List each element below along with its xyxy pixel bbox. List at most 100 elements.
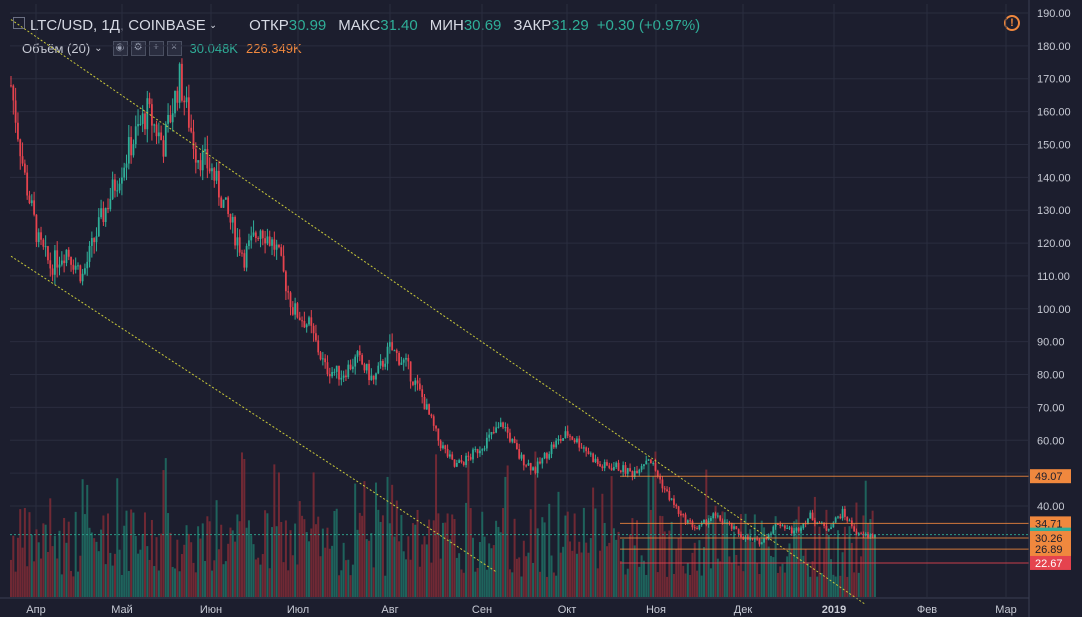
volume-bar bbox=[617, 531, 620, 597]
volume-bar bbox=[862, 515, 865, 597]
symbol-label: LTC/USD, 1Д, COINBASE bbox=[30, 16, 206, 34]
candle-body bbox=[254, 232, 257, 239]
volume-bar bbox=[656, 572, 659, 597]
volume-bar bbox=[735, 554, 738, 597]
volume-bar bbox=[282, 562, 285, 597]
candle-body bbox=[345, 375, 347, 378]
volume-bar bbox=[109, 552, 112, 597]
candle-body bbox=[12, 85, 15, 101]
volume-bar bbox=[208, 521, 211, 597]
volume-bar bbox=[472, 537, 474, 597]
candle-body bbox=[555, 440, 558, 448]
volume-bar bbox=[437, 513, 440, 597]
candle-body bbox=[557, 439, 560, 441]
volume-bar bbox=[220, 524, 223, 597]
volume-bar bbox=[321, 528, 324, 597]
candle-body bbox=[375, 373, 377, 380]
candle-body bbox=[483, 448, 486, 450]
plus-icon[interactable]: + bbox=[148, 41, 164, 56]
candle-body bbox=[30, 200, 33, 204]
volume-bar bbox=[592, 487, 595, 597]
volume-bar bbox=[790, 549, 793, 597]
volume-bar bbox=[141, 534, 144, 597]
volume-bar bbox=[816, 576, 819, 597]
candle-body bbox=[425, 404, 428, 410]
volume-bar bbox=[506, 465, 509, 597]
volume-bar bbox=[836, 530, 839, 597]
candle-body bbox=[264, 238, 266, 244]
candle-body bbox=[647, 459, 650, 461]
volume-bar bbox=[654, 451, 657, 597]
candle-body bbox=[70, 256, 72, 265]
volume-bar bbox=[257, 557, 260, 597]
volume-bar bbox=[100, 529, 103, 597]
volume-bar bbox=[201, 523, 204, 597]
candle-body bbox=[282, 255, 285, 272]
volume-bar bbox=[289, 530, 292, 597]
volume-bar bbox=[559, 552, 562, 597]
volume-bar bbox=[800, 525, 803, 597]
volume-bar bbox=[67, 521, 70, 597]
candle-body bbox=[541, 458, 544, 464]
volume-bar bbox=[317, 516, 320, 597]
warning-icon[interactable]: ! bbox=[1004, 15, 1020, 31]
volume-bar bbox=[525, 556, 528, 597]
volume-bar bbox=[813, 496, 816, 597]
candle-body bbox=[823, 522, 826, 527]
y-tick-label: 190.00 bbox=[1037, 8, 1071, 20]
volume-bar bbox=[319, 556, 322, 597]
volume-bar bbox=[326, 527, 329, 597]
volume-bar bbox=[520, 576, 523, 597]
volume-bar bbox=[16, 537, 19, 597]
volume-bar bbox=[513, 518, 516, 597]
candle-body bbox=[594, 458, 597, 462]
volume-bar bbox=[569, 541, 572, 597]
candle-body bbox=[774, 523, 777, 527]
candle-body bbox=[485, 437, 488, 449]
candle-body bbox=[802, 523, 805, 529]
volume-bar bbox=[527, 552, 530, 597]
candle-body bbox=[317, 340, 320, 353]
collapse-icon[interactable] bbox=[13, 17, 25, 29]
candle-body bbox=[502, 422, 504, 428]
candle-body bbox=[153, 124, 156, 126]
candle-body bbox=[624, 465, 627, 474]
candle-body bbox=[860, 533, 862, 535]
candle-body bbox=[51, 268, 54, 275]
volume-bar bbox=[846, 576, 849, 597]
candle-body bbox=[515, 443, 518, 450]
volume-bar bbox=[123, 525, 126, 597]
eye-icon[interactable]: ◉ bbox=[112, 41, 128, 56]
volume-bar bbox=[347, 559, 350, 597]
volume-bar bbox=[723, 512, 726, 597]
candle-body bbox=[204, 149, 206, 152]
candle-body bbox=[261, 230, 264, 239]
candle-body bbox=[354, 356, 357, 367]
candle-body bbox=[677, 506, 680, 514]
volume-bar bbox=[474, 571, 477, 597]
candle-body bbox=[749, 538, 752, 540]
close-icon[interactable]: × bbox=[166, 41, 182, 56]
volume-bar bbox=[338, 575, 341, 597]
candle-body bbox=[308, 317, 310, 325]
y-axis: 40.0050.0060.0070.0080.0090.00100.00110.… bbox=[1028, 0, 1071, 617]
volume-bar bbox=[70, 570, 73, 597]
symbol-selector[interactable]: LTC/USD, 1Д, COINBASE ⌄ bbox=[30, 17, 217, 34]
candle-body bbox=[14, 100, 17, 123]
candle-body bbox=[169, 114, 172, 123]
volume-bar bbox=[402, 551, 405, 597]
volume-bar bbox=[314, 524, 317, 597]
volume-bar bbox=[423, 536, 426, 597]
chevron-down-icon[interactable]: ⌄ bbox=[94, 43, 103, 54]
candle-body bbox=[125, 163, 128, 168]
candle-body bbox=[227, 197, 230, 214]
volume-bar bbox=[536, 528, 539, 597]
gear-icon[interactable]: ⚙ bbox=[130, 41, 146, 56]
volume-bar bbox=[781, 563, 784, 597]
volume-bar bbox=[333, 510, 336, 597]
candle-body bbox=[548, 454, 551, 459]
volume-bar bbox=[534, 451, 537, 597]
candle-body bbox=[871, 534, 874, 538]
volume-bar bbox=[596, 568, 599, 597]
